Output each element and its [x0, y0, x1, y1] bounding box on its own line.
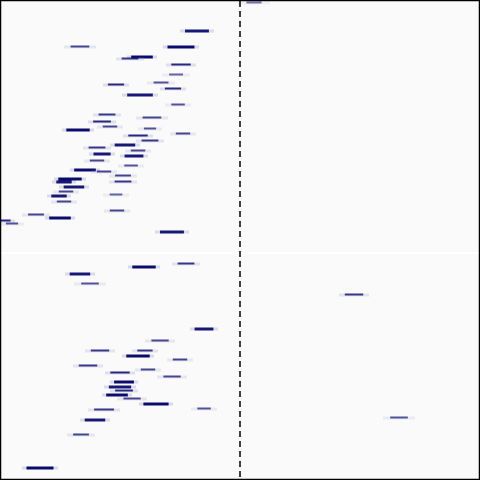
data-mark: [140, 368, 156, 371]
data-mark: [108, 385, 132, 389]
data-mark: [151, 339, 169, 342]
data-mark: [143, 402, 169, 406]
data-mark: [114, 380, 134, 384]
data-mark: [121, 57, 139, 60]
data-mark: [137, 349, 153, 352]
data-mark: [89, 159, 105, 162]
data-mark: [194, 327, 214, 331]
data-mark: [128, 134, 148, 137]
data-mark: [98, 113, 116, 116]
data-mark: [246, 1, 262, 4]
data-mark: [106, 393, 128, 397]
data-mark: [0, 219, 11, 222]
data-mark: [66, 128, 90, 132]
data-mark: [124, 154, 144, 158]
data-mark: [142, 116, 162, 119]
data-mark: [160, 230, 184, 234]
data-mark: [5, 222, 19, 225]
data-mark: [115, 389, 133, 392]
data-mark: [84, 418, 106, 422]
data-mark: [81, 282, 99, 285]
data-mark: [143, 127, 157, 130]
data-mark: [390, 416, 408, 419]
data-mark: [58, 190, 74, 193]
data-mark: [114, 143, 136, 147]
data-mark: [70, 45, 90, 48]
data-mark: [109, 193, 123, 196]
data-mark: [126, 354, 150, 358]
data-mark: [88, 146, 106, 149]
data-mark: [74, 168, 96, 172]
data-mark: [94, 408, 114, 411]
data-mark: [164, 87, 182, 90]
data-mark: [107, 83, 125, 86]
data-mark: [73, 433, 89, 436]
data-mark: [141, 139, 159, 142]
data-mark: [153, 81, 169, 84]
data-mark: [177, 262, 195, 265]
data-marks: [0, 1, 415, 470]
data-mark: [26, 466, 54, 470]
data-mark: [51, 194, 67, 198]
data-mark: [56, 180, 72, 184]
data-mark: [56, 200, 72, 203]
data-mark: [171, 103, 185, 106]
data-mark: [69, 272, 91, 276]
data-mark: [96, 170, 112, 173]
data-mark: [175, 132, 191, 135]
data-mark: [169, 73, 183, 76]
data-mark: [28, 213, 44, 216]
data-mark: [93, 152, 111, 156]
data-mark: [63, 185, 85, 189]
data-mark: [344, 293, 364, 296]
data-mark: [127, 93, 153, 97]
data-mark: [131, 55, 153, 59]
data-mark: [102, 125, 118, 128]
data-mark: [114, 180, 132, 183]
data-mark: [49, 216, 71, 220]
data-mark: [197, 407, 211, 410]
data-mark: [185, 29, 209, 33]
data-mark: [130, 149, 146, 152]
data-mark: [78, 364, 98, 367]
data-mark: [132, 265, 156, 269]
data-mark: [172, 358, 188, 361]
data-mark: [93, 120, 111, 123]
data-mark: [124, 164, 138, 167]
data-mark: [115, 174, 131, 177]
data-mark: [163, 375, 181, 378]
data-mark: [123, 397, 141, 400]
data-mark: [58, 177, 82, 181]
data-mark: [110, 371, 130, 374]
data-mark: [109, 209, 125, 212]
data-mark: [90, 349, 110, 352]
data-mark: [167, 45, 195, 49]
data-mark: [171, 63, 191, 66]
